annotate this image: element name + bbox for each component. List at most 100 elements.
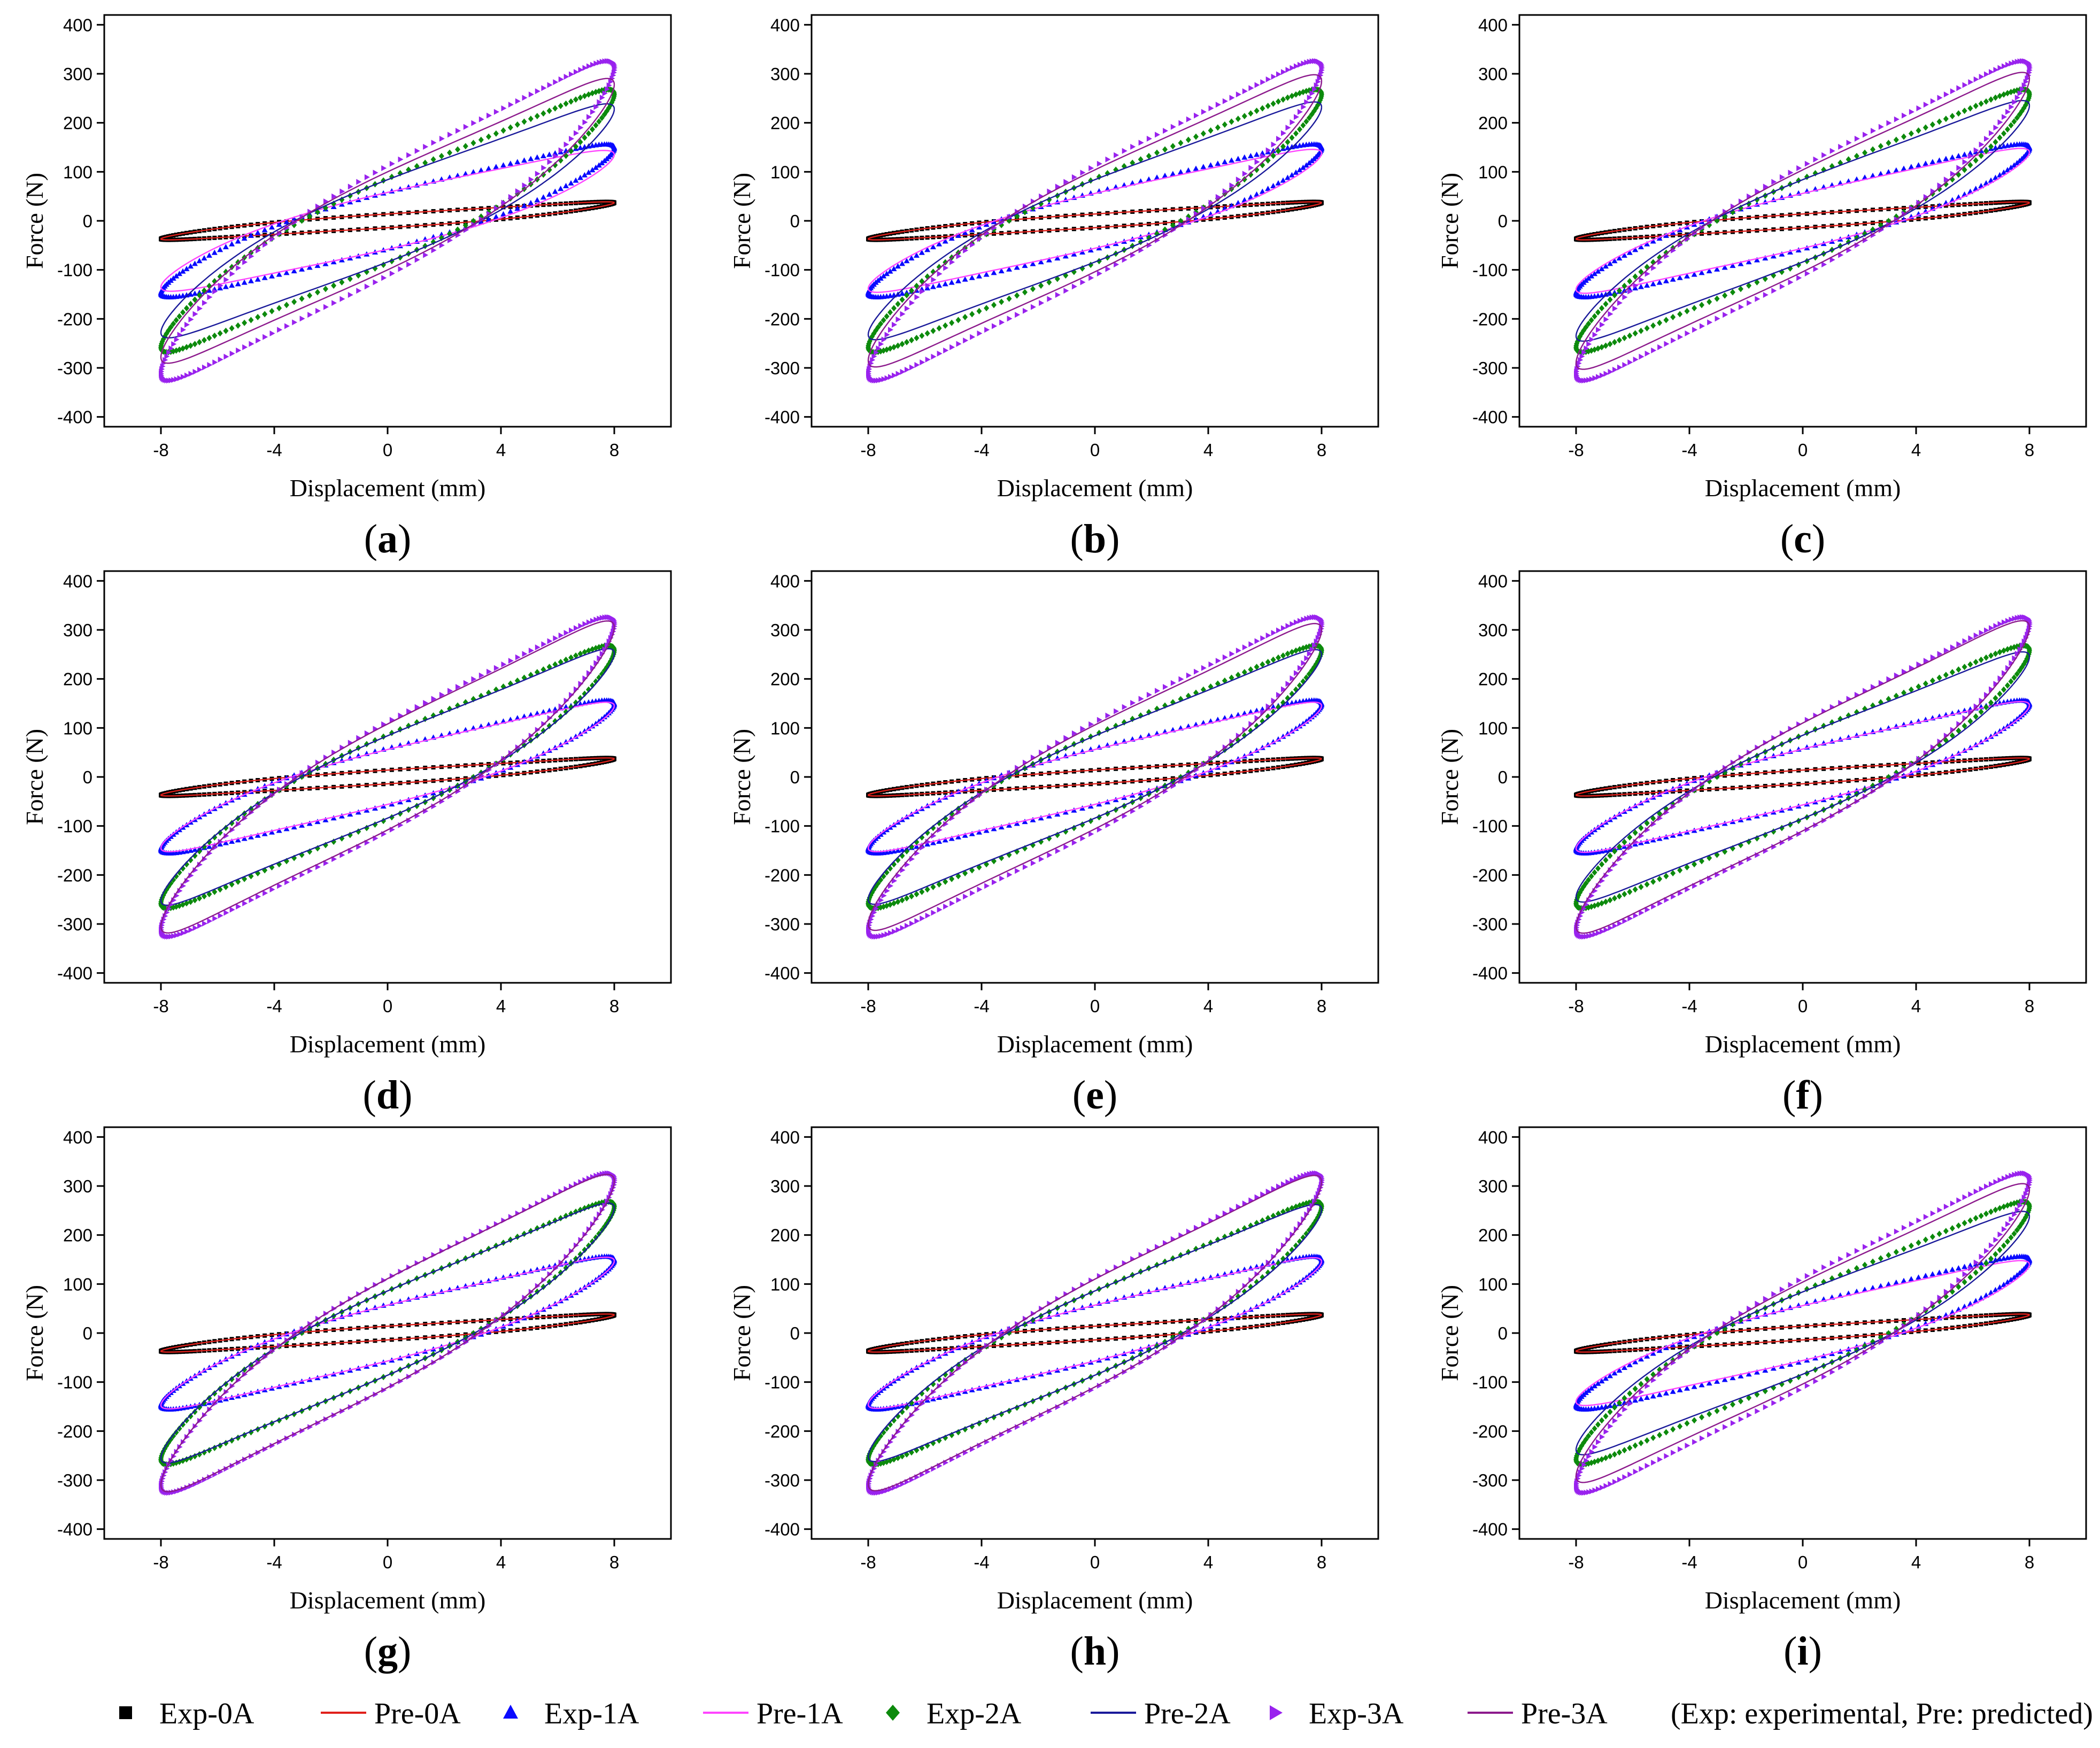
data-point <box>184 344 190 351</box>
data-point <box>207 918 213 925</box>
data-point <box>1663 873 1669 880</box>
data-point <box>1303 718 1309 724</box>
data-point <box>881 336 887 343</box>
data-point <box>2001 63 2007 70</box>
x-tick-label: -8 <box>153 1552 168 1572</box>
data-point <box>2004 682 2010 689</box>
data-point <box>1275 180 1281 186</box>
data-point <box>1973 713 1979 720</box>
data-point <box>1908 130 1914 137</box>
data-point <box>1007 872 1013 878</box>
data-point <box>1988 686 1994 692</box>
data-point <box>171 1433 176 1439</box>
data-point <box>2008 164 2014 170</box>
data-point <box>1973 157 1979 164</box>
data-point <box>1039 856 1045 863</box>
data-point <box>1622 918 1628 925</box>
data-point <box>589 1238 595 1245</box>
y-tick-label: -400 <box>57 407 92 427</box>
data-point <box>563 709 569 715</box>
data-point <box>364 174 370 180</box>
data-point <box>586 114 592 120</box>
x-tick-label: -8 <box>860 440 876 460</box>
data-point <box>878 320 884 327</box>
predicted-curve <box>1575 148 2030 294</box>
data-point <box>1163 684 1169 690</box>
data-point <box>493 109 499 115</box>
data-point <box>1270 656 1276 663</box>
data-point <box>920 915 925 922</box>
data-point <box>1280 143 1286 150</box>
data-point <box>1315 635 1321 641</box>
data-point <box>1254 722 1260 729</box>
data-point <box>1247 152 1254 158</box>
predicted-curve <box>867 622 1323 931</box>
data-point <box>299 872 305 878</box>
data-point <box>339 188 345 195</box>
data-point <box>528 156 534 161</box>
data-point <box>1943 176 1949 183</box>
data-point <box>1114 152 1120 158</box>
x-tick-label: 0 <box>383 996 392 1016</box>
data-point <box>306 264 313 270</box>
data-point <box>948 835 955 841</box>
data-point <box>878 897 884 903</box>
data-point <box>269 887 275 893</box>
panel-caption: (d) <box>363 1073 413 1118</box>
data-point <box>188 316 194 322</box>
data-point <box>1656 279 1663 285</box>
x-tick-label: -8 <box>1568 996 1584 1016</box>
data-point <box>881 376 887 382</box>
data-point <box>1650 878 1656 885</box>
data-point <box>306 820 313 826</box>
data-point <box>999 319 1005 326</box>
x-tick-label: 0 <box>1090 440 1100 460</box>
data-point <box>236 821 242 827</box>
series-pre-2a <box>160 1202 615 1464</box>
y-tick-label: -100 <box>57 817 92 836</box>
data-point <box>1080 279 1086 286</box>
data-point <box>541 641 547 648</box>
series-pre-0a <box>867 757 1323 797</box>
data-point <box>478 167 484 173</box>
data-point <box>1030 817 1036 822</box>
data-point <box>1967 161 1973 168</box>
data-point <box>592 698 599 704</box>
data-point <box>1894 116 1900 122</box>
data-point <box>528 176 534 183</box>
data-point <box>192 925 198 931</box>
data-point <box>887 309 893 316</box>
data-point <box>248 317 254 324</box>
data-point <box>925 912 931 919</box>
data-point <box>1838 144 1844 150</box>
data-point <box>1242 171 1248 177</box>
y-tick-label: 400 <box>1478 571 1508 591</box>
data-point <box>962 229 968 235</box>
y-tick-label: -400 <box>57 1520 92 1539</box>
data-point <box>1186 116 1192 122</box>
data-point <box>1254 107 1260 114</box>
data-point <box>292 875 298 882</box>
data-point <box>568 180 574 186</box>
x-tick-label: -4 <box>974 996 989 1016</box>
data-point <box>563 629 569 636</box>
data-point <box>914 850 920 857</box>
data-point <box>596 162 602 168</box>
panel-caption: (e) <box>1072 1073 1117 1118</box>
data-point <box>558 76 564 82</box>
data-point <box>1260 709 1266 715</box>
data-point <box>2023 635 2029 641</box>
data-point <box>206 252 212 258</box>
y-tick-label: -100 <box>57 260 92 280</box>
data-point <box>878 341 884 347</box>
predicted-curve <box>160 103 615 338</box>
data-point <box>1071 283 1077 290</box>
data-point <box>1663 278 1669 283</box>
data-point <box>942 837 948 843</box>
data-point <box>1626 249 1633 255</box>
y-axis-label: Force (N) <box>728 173 755 269</box>
data-point <box>2023 79 2029 85</box>
series-exp-0a <box>1574 199 2032 242</box>
data-point <box>1284 144 1291 150</box>
data-point <box>173 317 179 324</box>
